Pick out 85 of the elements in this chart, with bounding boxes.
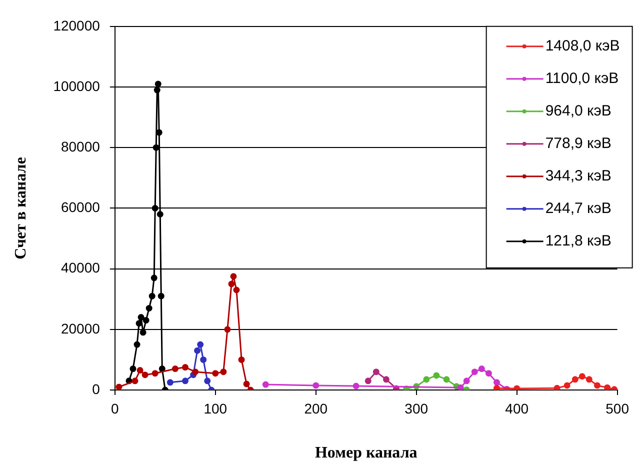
- point: [352, 382, 360, 390]
- point: [471, 368, 478, 376]
- point: [136, 367, 144, 374]
- point: [166, 379, 174, 386]
- point: [485, 370, 492, 377]
- legend-label: 778,9 кэВ: [545, 135, 612, 152]
- point: [364, 378, 372, 384]
- point: [192, 368, 199, 376]
- point: [204, 378, 211, 384]
- y-tick-label: 120000: [53, 17, 100, 34]
- point: [478, 366, 485, 372]
- point: [212, 370, 219, 377]
- point: [220, 368, 227, 376]
- point: [154, 86, 160, 94]
- legend-label: 121,8 кэВ: [545, 232, 612, 250]
- point: [604, 384, 611, 390]
- point: [372, 368, 380, 376]
- point: [194, 347, 201, 354]
- x-axis-title: Номер канала: [314, 444, 418, 462]
- legend-label: 964,0 кэВ: [545, 102, 612, 120]
- point: [140, 329, 146, 336]
- x-tick-label: 500: [606, 400, 630, 416]
- point: [312, 382, 320, 389]
- legend-label: 1100,0 кэВ: [545, 70, 619, 88]
- point: [457, 384, 464, 390]
- x-tick-label: 300: [404, 400, 428, 416]
- legend-label: 344,3 кэВ: [545, 168, 612, 185]
- y-tick-label: 0: [92, 380, 100, 397]
- point: [230, 273, 237, 280]
- point: [172, 366, 178, 372]
- point: [233, 286, 240, 294]
- x-tick-label: 200: [304, 400, 328, 416]
- point: [146, 304, 152, 312]
- point: [554, 384, 560, 390]
- point: [148, 292, 156, 300]
- point: [262, 381, 269, 388]
- y-tick-label: 80000: [60, 138, 100, 154]
- point: [142, 317, 150, 324]
- point: [433, 372, 440, 379]
- y-tick-label: 20000: [60, 320, 100, 336]
- point: [156, 129, 162, 136]
- x-tick-label: 0: [111, 400, 120, 416]
- point: [152, 144, 160, 151]
- point: [116, 384, 122, 390]
- x-tick-label: 400: [505, 400, 529, 416]
- point: [493, 379, 500, 386]
- point: [443, 376, 450, 383]
- point: [243, 380, 250, 388]
- point: [152, 370, 158, 377]
- point: [182, 378, 189, 384]
- point: [197, 341, 204, 348]
- point: [572, 376, 578, 383]
- point: [238, 356, 245, 363]
- legend-label: 244,7 кэВ: [545, 200, 612, 218]
- point: [152, 204, 158, 212]
- point: [423, 376, 430, 383]
- point: [224, 326, 231, 333]
- point: [514, 385, 520, 390]
- point: [594, 382, 600, 389]
- y-tick-label: 100000: [53, 78, 100, 94]
- y-tick-label: 60000: [60, 199, 100, 216]
- point: [158, 292, 164, 300]
- y-tick-label: 40000: [60, 260, 100, 276]
- legend-label: 1408,0 кэВ: [545, 38, 620, 55]
- point: [158, 366, 166, 372]
- point: [382, 376, 390, 383]
- point: [156, 211, 164, 218]
- point: [578, 373, 586, 380]
- point: [228, 280, 235, 288]
- point: [200, 356, 207, 363]
- point: [138, 314, 144, 321]
- point: [136, 320, 142, 327]
- point: [493, 384, 500, 390]
- point: [463, 378, 470, 384]
- point: [564, 382, 570, 389]
- point: [182, 364, 189, 371]
- point: [132, 378, 138, 384]
- point: [154, 80, 162, 88]
- point: [134, 341, 140, 348]
- point: [142, 372, 148, 378]
- point: [586, 376, 592, 383]
- y-axis-title: Счет в канале: [12, 157, 30, 260]
- point: [150, 274, 158, 282]
- x-tick-label: 100: [204, 400, 228, 416]
- point: [130, 366, 136, 372]
